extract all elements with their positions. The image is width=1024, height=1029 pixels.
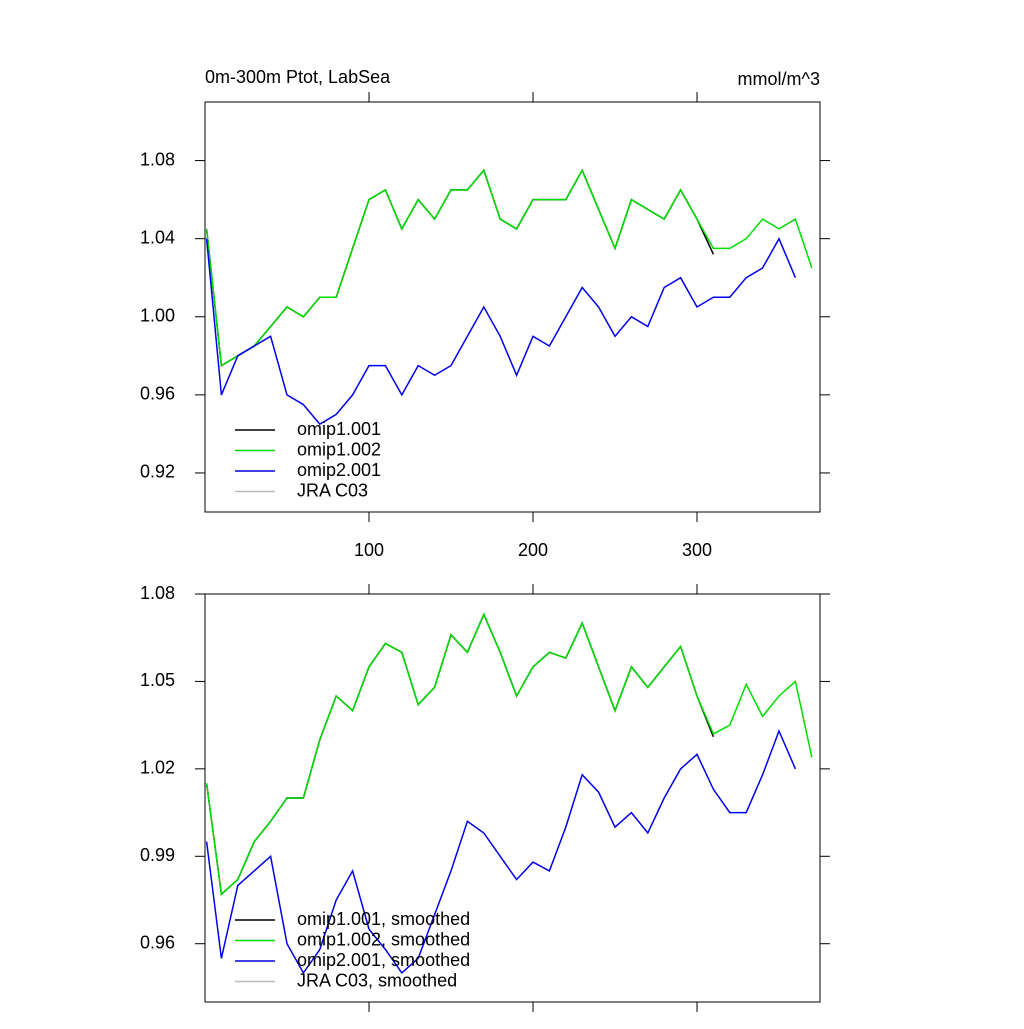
y-tick-label: 1.02 bbox=[140, 758, 175, 778]
y-tick-label: 1.08 bbox=[140, 149, 175, 169]
x-tick-label: 300 bbox=[682, 540, 712, 560]
x-tick-label: 200 bbox=[518, 540, 548, 560]
units-label: mmol/m^3 bbox=[738, 69, 820, 89]
legend-label: JRA C03 bbox=[297, 480, 368, 500]
y-tick-label: 0.99 bbox=[140, 845, 175, 865]
legend-label: omip1.002, smoothed bbox=[297, 929, 470, 949]
y-tick-label: 0.92 bbox=[140, 462, 175, 482]
y-tick-label: 1.05 bbox=[140, 670, 175, 690]
legend-label: JRA C03, smoothed bbox=[297, 970, 457, 990]
data-line bbox=[205, 612, 715, 896]
legend-label: omip1.001 bbox=[297, 419, 381, 439]
y-tick-label: 1.00 bbox=[140, 306, 175, 326]
plot-frame bbox=[204, 593, 821, 1003]
data-line bbox=[205, 728, 797, 975]
chart-title: 0m-300m Ptot, LabSea bbox=[205, 67, 391, 87]
data-line bbox=[205, 612, 813, 896]
legend-label: omip1.002 bbox=[297, 439, 381, 459]
plot-frame bbox=[204, 101, 821, 513]
data-line bbox=[205, 168, 813, 367]
y-tick-label: 0.96 bbox=[140, 932, 175, 952]
data-line bbox=[205, 236, 797, 426]
legend-label: omip2.001 bbox=[297, 460, 381, 480]
legend-label: omip1.001, smoothed bbox=[297, 909, 470, 929]
data-line bbox=[205, 168, 715, 367]
y-tick-label: 1.04 bbox=[140, 227, 175, 247]
x-tick-label: 100 bbox=[354, 540, 384, 560]
legend-label: omip2.001, smoothed bbox=[297, 950, 470, 970]
y-tick-label: 0.96 bbox=[140, 384, 175, 404]
y-tick-label: 1.08 bbox=[140, 583, 175, 603]
